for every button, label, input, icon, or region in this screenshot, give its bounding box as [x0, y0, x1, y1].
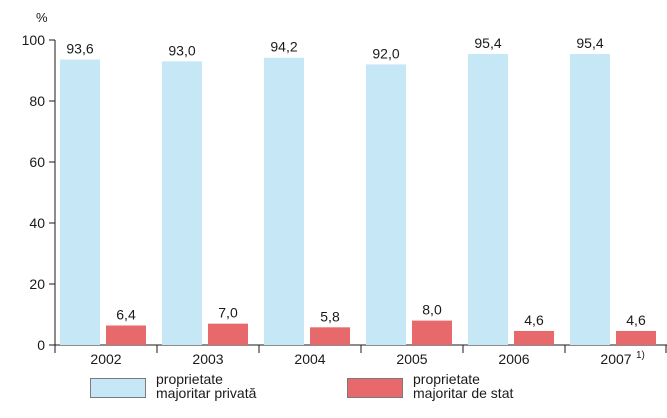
bar-private-2003: [162, 61, 202, 345]
x-tick-label: 2005: [396, 351, 427, 367]
bar-state-2007: [616, 330, 656, 345]
bar-state-2004: [310, 327, 350, 345]
footnote-mark: 1): [636, 350, 645, 361]
legend-swatch-state: [347, 378, 403, 398]
data-labels: 93,6 93,0 94,2 92,0 95,4 95,4 6,4 7,0 5,8 8,0 4,6 4…: [66, 35, 646, 328]
legend-label-private-line1: proprietate: [156, 371, 223, 387]
bar-state-2002: [106, 325, 146, 345]
legend-label-private: proprietate majoritar privată: [156, 372, 306, 400]
data-label: 4,6: [626, 312, 646, 328]
legend-label-state-line1: proprietate: [413, 371, 480, 387]
legend-item-state: proprietate majoritar de stat: [347, 372, 563, 400]
y-axis-label: %: [36, 10, 48, 25]
x-axis: 2002 2003 2004 2005 2006 2007 1): [54, 344, 667, 367]
data-label: 4,6: [524, 312, 544, 328]
bar-state-2005: [412, 320, 452, 345]
x-tick-label: 2002: [90, 351, 121, 367]
legend-label-state-line2: majoritar de stat: [413, 385, 514, 401]
x-tick-label: 2003: [192, 351, 223, 367]
legend-label-state: proprietate majoritar de stat: [413, 372, 563, 400]
y-tick-label: 80: [29, 93, 45, 109]
data-label: 92,0: [372, 45, 399, 61]
data-label: 95,4: [576, 35, 603, 51]
bar-state-2006: [514, 330, 554, 345]
data-label: 93,0: [168, 42, 195, 58]
bar-private-2002: [60, 59, 100, 346]
bar-private-2004: [264, 57, 304, 345]
bar-private-2005: [366, 64, 406, 346]
y-tick-label: 20: [29, 276, 45, 292]
data-label: 7,0: [218, 305, 238, 321]
x-tick-label: 2007: [600, 351, 631, 367]
data-label: 95,4: [474, 35, 501, 51]
data-label: 93,6: [66, 41, 93, 57]
data-label: 5,8: [320, 308, 340, 324]
data-label: 6,4: [116, 306, 136, 322]
x-tick-label: 2006: [498, 351, 529, 367]
bar-private-2006: [468, 54, 508, 345]
data-label: 8,0: [422, 302, 442, 318]
legend-label-private-line2: majoritar privată: [156, 385, 257, 401]
x-tick-label: 2004: [294, 351, 325, 367]
data-label: 94,2: [270, 39, 297, 55]
bar-state-2003: [208, 323, 248, 345]
bar-private-2007: [570, 54, 610, 345]
legend-swatch-private: [90, 378, 146, 398]
y-tick-label: 40: [29, 215, 45, 231]
y-tick-label: 0: [37, 337, 45, 353]
legend-item-private: proprietate majoritar privată: [90, 372, 306, 400]
y-axis: 0 20 40 60 80 100: [22, 32, 56, 353]
y-tick-label: 60: [29, 154, 45, 170]
y-tick-label: 100: [22, 32, 46, 48]
legend: proprietate majoritar privată proprietat…: [0, 372, 667, 418]
bars: [60, 54, 656, 346]
bar-chart: % 0 20 40 60 80 100 2002 2003 2004 2005 2006 2007 1…: [22, 10, 667, 367]
